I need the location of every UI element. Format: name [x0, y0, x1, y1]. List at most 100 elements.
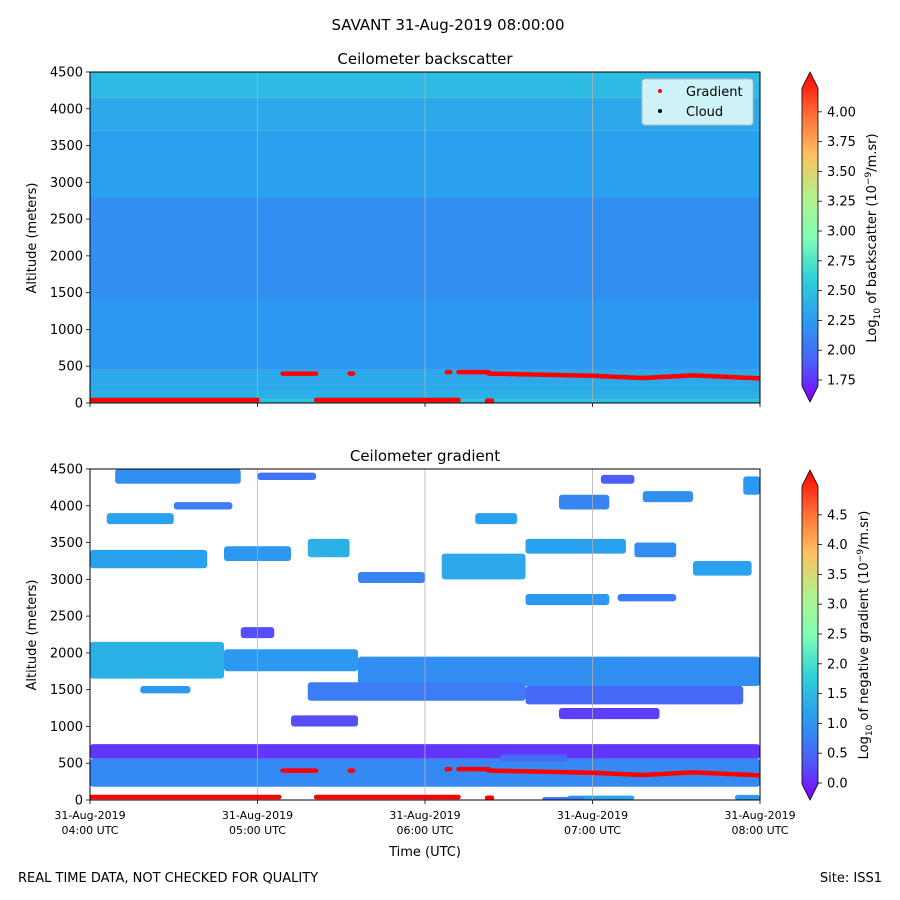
legend-cloud-label: Cloud [686, 105, 723, 120]
backscatter-panel: Ceilometer backscatter 0 500 1000 1500 2000 2… [25, 50, 883, 412]
colorbar-tick-label: 3.25 [827, 195, 856, 210]
gradient-cell [257, 472, 317, 481]
gradient-cell [525, 594, 610, 606]
figure-title: SAVANT 31-Aug-2019 08:00:00 [332, 16, 565, 34]
y-tick-label: 1000 [50, 323, 83, 338]
backscatter-title: Ceilometer backscatter [337, 50, 513, 68]
gradient-cell [525, 538, 626, 554]
x-tick-label-date: 31-Aug-2019 [222, 809, 293, 822]
gradient-cell [500, 754, 568, 762]
colorbar-tick-label: 4.00 [827, 105, 856, 120]
gradient-cell [642, 491, 693, 503]
gradient-marker-run [640, 373, 696, 381]
backscatter-y-axis: 0 500 1000 1500 2000 2500 3000 3500 4000 4500 [50, 66, 90, 412]
colorbar-tick-label: 2.5 [827, 628, 848, 643]
y-tick-label: 4500 [50, 66, 83, 81]
x-tick-label-time: 05:00 UTC [229, 824, 286, 837]
y-tick-label: 500 [58, 757, 83, 772]
gradient-y-axis: 0 500 1000 1500 2000 2500 3000 3500 4000 4500 [50, 463, 90, 809]
y-tick-label: 500 [58, 360, 83, 375]
gradient-colorbar-bar [802, 470, 818, 800]
backscatter-colorbar-ticks: 1.75 2.00 2.25 2.50 2.75 3.00 3.25 3.50 3.75 4.00 [818, 105, 856, 389]
legend-gradient-label: Gradient [686, 85, 743, 100]
y-tick-label: 3000 [50, 176, 83, 191]
footer-quality-note: REAL TIME DATA, NOT CHECKED FOR QUALITY [18, 871, 318, 886]
legend-gradient-marker [658, 89, 662, 93]
gradient-colorbar-ticks: 0.0 0.5 1.0 1.5 2.0 2.5 3.0 3.5 4.0 4.5 [818, 508, 848, 792]
gradient-marker-run [590, 770, 645, 778]
gradient-cell [358, 571, 425, 584]
gradient-cell [115, 469, 241, 484]
y-tick-label: 0 [75, 397, 83, 412]
gradient-marker-run [690, 373, 760, 381]
colorbar-tick-label: 3.5 [827, 568, 848, 583]
backscatter-gridlines [257, 72, 593, 403]
gradient-colorbar-outline [801, 469, 819, 801]
gradient-cell [140, 685, 191, 694]
gradient-cell [291, 715, 358, 727]
gradient-cell [307, 538, 350, 558]
gradient-cell [475, 513, 518, 525]
colorbar-tick-label: 2.25 [827, 314, 856, 329]
colorbar-tick-label: 2.0 [827, 657, 848, 672]
gradient-colorbar: 0.0 0.5 1.0 1.5 2.0 2.5 3.0 3.5 4.0 4.5 Log10 of … [801, 469, 875, 801]
backscatter-gradient-markers [90, 369, 760, 403]
y-tick-label: 2000 [50, 646, 83, 661]
backscatter-x-axis [89, 403, 761, 407]
gradient-cell [617, 594, 677, 602]
y-tick-label: 1500 [50, 683, 83, 698]
gradient-cell [559, 494, 610, 510]
backscatter-colorbar-bar [802, 72, 818, 402]
backscatter-colorbar-label: Log10 of backscatter (10−9/m.sr) [864, 133, 883, 342]
backscatter-colorbar: 1.75 2.00 2.25 2.50 2.75 3.00 3.25 3.50 3.75 4.00… [801, 71, 883, 403]
gradient-gradient-markers [90, 766, 760, 800]
gradient-cell [559, 708, 660, 720]
gradient-cell [441, 553, 526, 580]
y-tick-label: 2500 [50, 610, 83, 625]
colorbar-tick-label: 0.0 [827, 777, 848, 792]
y-tick-label: 4500 [50, 463, 83, 478]
gradient-cell [542, 797, 585, 800]
x-tick-label-date: 31-Aug-2019 [389, 809, 460, 822]
gradient-cell [600, 474, 635, 484]
x-tick-label-date: 31-Aug-2019 [724, 809, 795, 822]
colorbar-tick-label: 0.5 [827, 747, 848, 762]
colorbar-tick-label: 3.75 [827, 135, 856, 150]
colorbar-tick-label: 2.75 [827, 254, 856, 269]
y-tick-label: 1500 [50, 286, 83, 301]
gradient-cell [358, 656, 760, 686]
colorbar-tick-label: 4.5 [827, 508, 848, 523]
footer-site: Site: ISS1 [820, 871, 882, 886]
gradient-cell [743, 476, 760, 495]
gradient-gridlines [257, 469, 593, 800]
y-tick-label: 2000 [50, 249, 83, 264]
gradient-marker-run [486, 768, 595, 776]
gradient-marker-run [690, 770, 760, 778]
x-tick-label-time: 08:00 UTC [731, 824, 788, 837]
gradient-cell [734, 794, 760, 800]
colorbar-tick-label: 2.50 [827, 284, 856, 299]
gradient-cell [106, 513, 174, 525]
x-tick-label-time: 07:00 UTC [564, 824, 621, 837]
legend-cloud-marker [658, 109, 662, 113]
gradient-cell [693, 560, 752, 576]
gradient-xlabel: Time (UTC) [388, 845, 461, 860]
gradient-marker-run [486, 371, 595, 379]
colorbar-tick-label: 3.50 [827, 165, 856, 180]
gradient-cell [307, 682, 526, 701]
gradient-marker-run [640, 770, 696, 778]
gradient-title: Ceilometer gradient [350, 447, 500, 465]
colorbar-tick-label: 2.00 [827, 344, 856, 359]
gradient-panel: Ceilometer gradient 0 500 1000 1500 2000 2500… [25, 447, 875, 860]
y-tick-label: 0 [75, 794, 83, 809]
gradient-cell [173, 502, 233, 510]
y-tick-label: 4000 [50, 499, 83, 514]
backscatter-ylabel: Altitude (meters) [25, 183, 40, 294]
gradient-cell [90, 549, 208, 569]
x-tick-label-time: 06:00 UTC [396, 824, 453, 837]
gradient-cell [634, 542, 677, 558]
gradient-colorbar-label: Log10 of negative gradient (10−9/m.sr) [856, 511, 875, 760]
x-tick-label-date: 31-Aug-2019 [557, 809, 628, 822]
y-tick-label: 1000 [50, 720, 83, 735]
